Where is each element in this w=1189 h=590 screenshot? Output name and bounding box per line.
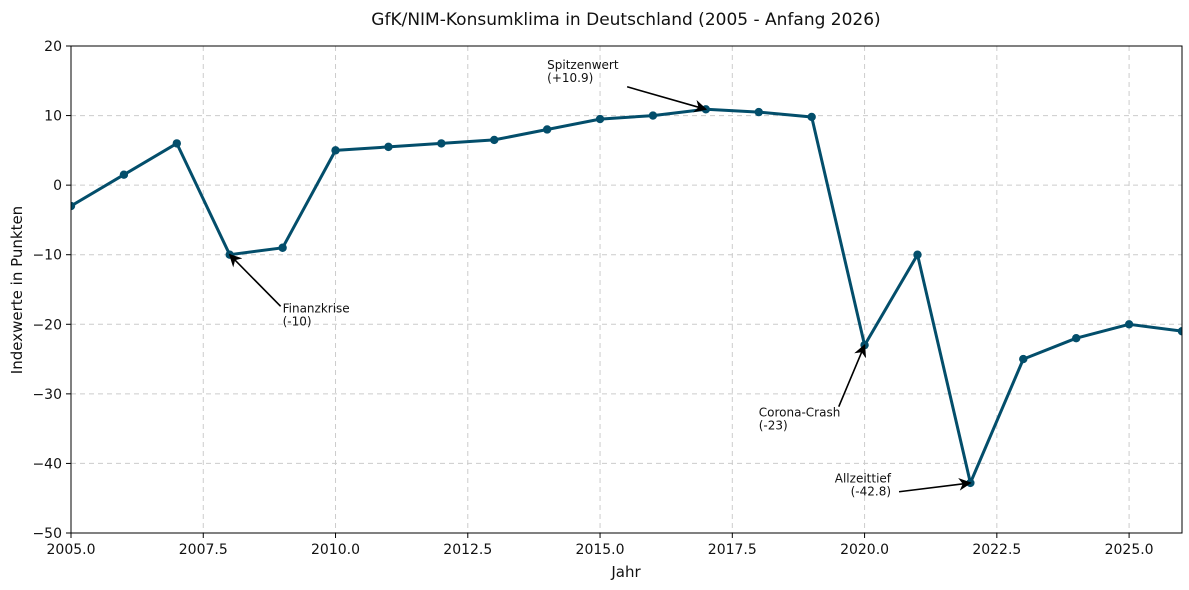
- x-axis-label: Jahr: [610, 563, 641, 581]
- annotation-arrow: [626, 86, 708, 113]
- data-point: [1124, 320, 1134, 329]
- y-tick-label: 10: [44, 109, 62, 125]
- annotations: Spitzenwert(+10.9) Finanzkrise(-10) Corona…: [228, 58, 972, 499]
- annotation-label: Allzeittief: [835, 472, 892, 486]
- annotation-label: Corona-Crash: [759, 406, 841, 420]
- x-tick-label: 2025.0: [1105, 542, 1154, 558]
- data-point: [648, 111, 658, 120]
- x-tick-label: 2015.0: [576, 542, 625, 558]
- data-point: [807, 112, 816, 122]
- y-tick-label: 0: [53, 178, 62, 194]
- annotation-arrow: [228, 253, 282, 307]
- x-tick-label: 2022.5: [972, 542, 1021, 558]
- data-point: [913, 250, 922, 259]
- y-tick-label: −40: [32, 456, 62, 472]
- data-point: [595, 114, 605, 124]
- annotation-label: (-23): [759, 419, 788, 433]
- data-point: [754, 107, 763, 117]
- data-point: [1177, 327, 1182, 336]
- y-tick-label: −50: [32, 526, 62, 542]
- annotation-label: (+10.9): [547, 71, 593, 85]
- x-tick-label: 2010.0: [311, 542, 360, 558]
- y-axis: 20 10 0 −10 −20 −30 −40 −50: [32, 39, 71, 542]
- data-point: [384, 142, 393, 152]
- grid-lines: [71, 46, 1182, 533]
- data-point: [490, 135, 499, 145]
- data-point: [119, 170, 129, 179]
- data-point: [542, 125, 552, 134]
- y-tick-label: −10: [32, 248, 62, 264]
- x-tick-label: 2005.0: [47, 542, 96, 558]
- plot-frame: [70, 45, 1183, 534]
- data-point: [860, 340, 869, 350]
- x-tick-label: 2012.5: [443, 542, 492, 558]
- chart-title: GfK/NIM-Konsumklima in Deutschland (2005…: [371, 10, 880, 30]
- annotation-label: Finanzkrise: [283, 301, 350, 315]
- data-point: [172, 139, 182, 148]
- x-tick-label: 2007.5: [179, 542, 228, 558]
- data-point: [331, 146, 340, 155]
- data-point: [278, 243, 287, 252]
- y-axis-label: Indexwerte in Punkten: [8, 206, 26, 374]
- annotation-label: (-10): [283, 314, 312, 328]
- annotation-label: Spitzenwert: [547, 58, 619, 72]
- series-layer: [71, 105, 1182, 488]
- series-group: [71, 105, 1182, 488]
- x-axis: 2005.0 2007.5 2010.0 2012.5 2015.0 2017.5 2020…: [47, 533, 1154, 558]
- y-tick-label: 20: [44, 39, 62, 55]
- data-point: [437, 139, 446, 148]
- x-tick-label: 2017.5: [708, 542, 757, 558]
- y-tick-label: −30: [32, 387, 62, 403]
- series-line: [71, 107, 1182, 485]
- data-point: [1019, 354, 1028, 364]
- y-tick-label: −20: [32, 317, 62, 333]
- data-point: [1071, 334, 1081, 343]
- annotation-arrow: [898, 477, 972, 493]
- x-tick-label: 2020.0: [840, 542, 889, 558]
- data-point: [71, 201, 76, 211]
- annotation-label: (-42.8): [851, 485, 891, 499]
- annotation-arrow: [838, 343, 867, 407]
